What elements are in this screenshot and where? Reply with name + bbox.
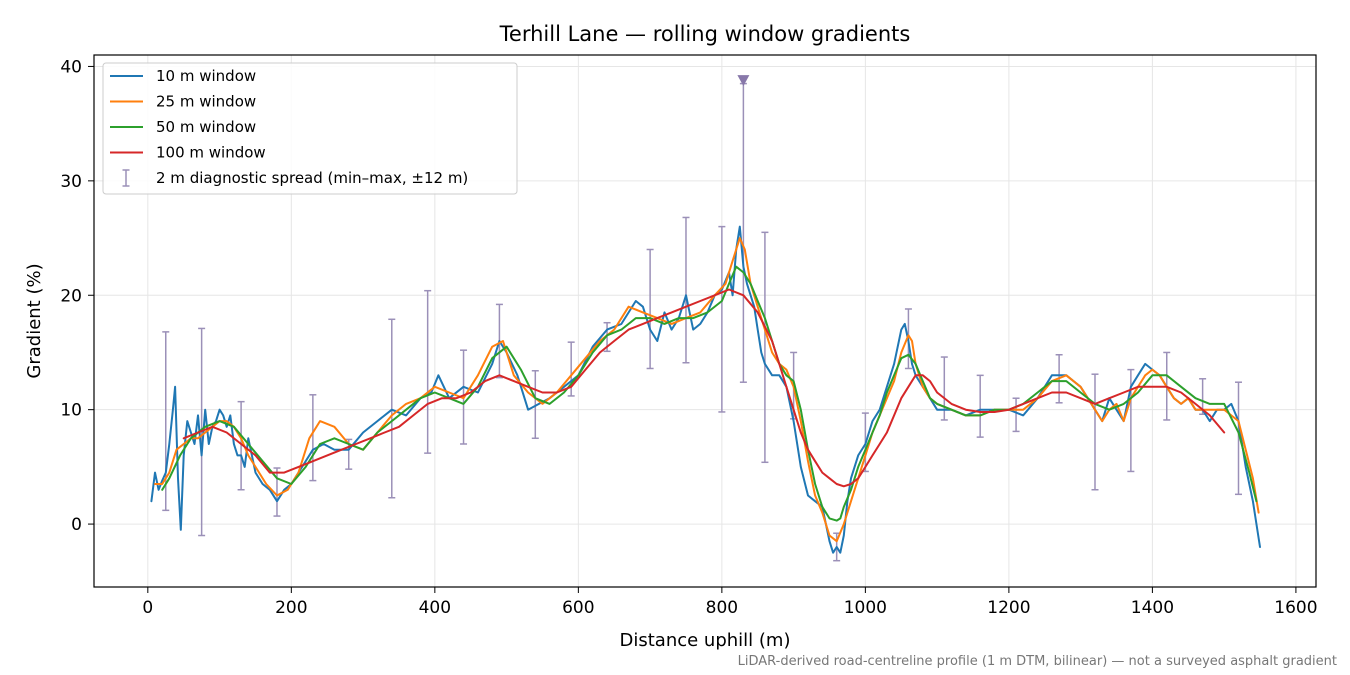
y-tick-label: 0 xyxy=(71,515,82,535)
y-tick-label: 10 xyxy=(60,401,82,421)
series-line xyxy=(182,288,1226,488)
legend-box xyxy=(102,62,518,195)
legend-entry: 50 m window xyxy=(110,118,256,136)
peak-marker xyxy=(737,75,750,87)
x-tick-label: 400 xyxy=(419,598,451,618)
legend-entry: 2 m diagnostic spread (min–max, ±12 m) xyxy=(122,169,468,187)
x-axis-title: Distance uphill (m) xyxy=(620,630,791,651)
x-tick-label: 1400 xyxy=(1131,598,1174,618)
errorbar xyxy=(1012,397,1020,433)
y-tick-label: 20 xyxy=(60,286,82,306)
series-lines xyxy=(150,225,1261,554)
errorbar xyxy=(273,467,281,517)
errorbar xyxy=(761,231,769,464)
legend-label: 50 m window xyxy=(156,118,256,136)
legend-entry: 10 m window xyxy=(110,67,256,85)
x-tick-label: 1000 xyxy=(844,598,887,618)
errorbar xyxy=(237,400,245,491)
x-tick-label: 1600 xyxy=(1274,598,1317,618)
plot-frame xyxy=(93,54,1317,588)
errorbar xyxy=(1091,373,1099,491)
errorbar xyxy=(682,216,690,364)
footnote: LiDAR-derived road-centreline profile (1… xyxy=(738,654,1337,669)
legend-label: 25 m window xyxy=(156,93,256,111)
legend: 10 m window 25 m window 50 m window 100 m w… xyxy=(102,62,518,195)
x-tick-label: 0 xyxy=(142,598,153,618)
x-tick-label: 1200 xyxy=(987,598,1030,618)
x-tick-label: 600 xyxy=(562,598,594,618)
errorbar xyxy=(309,394,317,482)
legend-entry: 25 m window xyxy=(110,93,256,111)
series-line xyxy=(154,237,1260,543)
legend-label: 2 m diagnostic spread (min–max, ±12 m) xyxy=(156,169,468,187)
chart-title: Terhill Lane — rolling window gradients xyxy=(499,22,911,46)
y-tick-label: 40 xyxy=(60,57,82,77)
errorbar xyxy=(718,225,726,413)
errorbar xyxy=(424,289,432,454)
errorbar xyxy=(1235,381,1243,496)
errorbar xyxy=(388,318,396,499)
errorbar xyxy=(162,331,170,512)
y-tick-label: 30 xyxy=(60,172,82,192)
axis-ticks: 0 200 400 600 800 1000 1200 1400 1600 0 10 20 30 40 xyxy=(60,57,1317,618)
legend-entry: 100 m window xyxy=(110,144,266,162)
y-axis-title: Gradient (%) xyxy=(24,263,45,378)
x-tick-label: 200 xyxy=(275,598,307,618)
x-tick-label: 800 xyxy=(706,598,738,618)
legend-label: 100 m window xyxy=(156,144,266,162)
errorbar xyxy=(646,248,654,370)
errorbar xyxy=(531,370,539,440)
legend-label: 10 m window xyxy=(156,67,256,85)
errorbar xyxy=(976,374,984,438)
